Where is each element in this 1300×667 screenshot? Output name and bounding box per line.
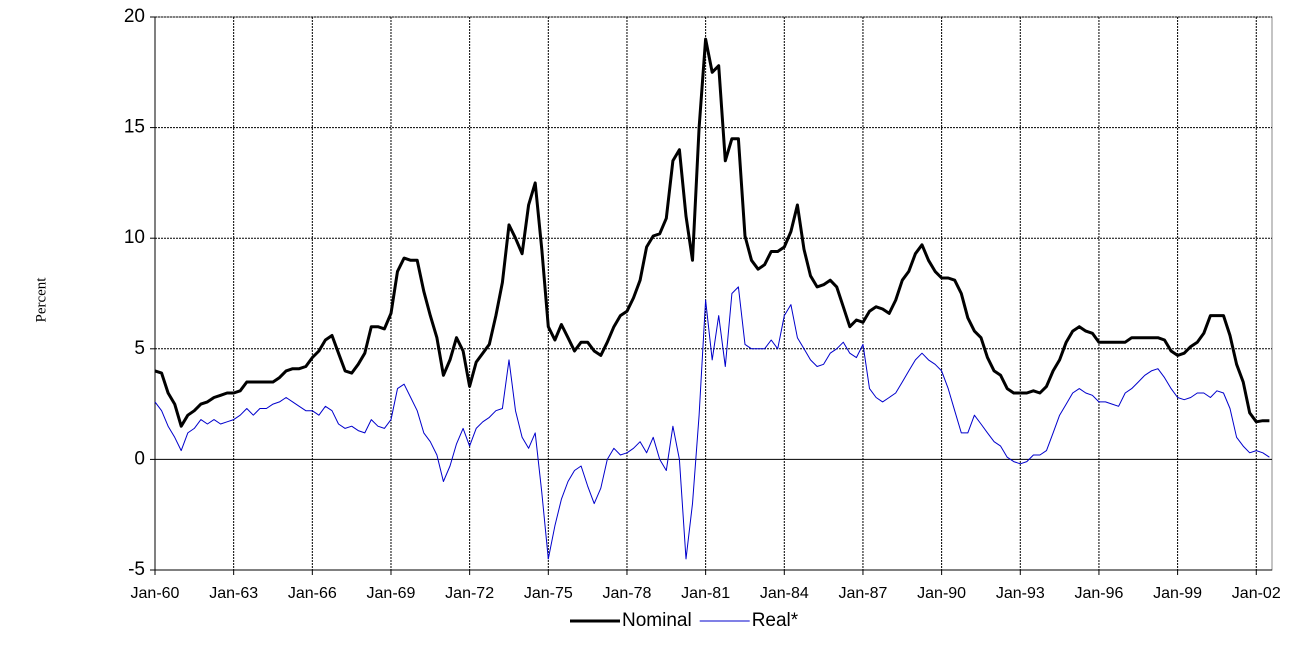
x-tick-label: Jan-72 (445, 585, 494, 602)
legend-label: Real* (752, 610, 799, 631)
y-tick-label: 5 (134, 338, 145, 359)
line-series (154, 286, 1270, 560)
y-axis-label: Percent (33, 277, 49, 323)
y-tick-label: -5 (128, 559, 145, 580)
line-series (154, 37, 1270, 428)
x-tick-label: Jan-78 (603, 585, 652, 602)
plot-frame (154, 16, 1273, 571)
y-tick-label: 0 (134, 448, 145, 469)
x-tick-label: Jan-99 (1153, 585, 1202, 602)
x-tick-label: Jan-84 (760, 585, 809, 602)
x-tick-label: Jan-66 (288, 585, 337, 602)
y-tick-label: 10 (124, 227, 145, 248)
x-tick-label: Jan-60 (131, 585, 180, 602)
legend-label: Nominal (622, 610, 692, 631)
x-tick-label: Jan-96 (1074, 585, 1123, 602)
x-tick-label: Jan-75 (524, 585, 573, 602)
x-tick-label: Jan-93 (996, 585, 1045, 602)
x-tick-label: Jan-90 (917, 585, 966, 602)
x-tick-label: Jan-63 (209, 585, 258, 602)
y-tick-label: 15 (124, 117, 145, 138)
x-tick-label: Jan-69 (367, 585, 416, 602)
x-tick-label: Jan-87 (838, 585, 887, 602)
x-tick-label: Jan-81 (681, 585, 730, 602)
y-tick-label: 20 (124, 6, 145, 27)
x-tick-label: Jan-02 (1232, 585, 1281, 602)
